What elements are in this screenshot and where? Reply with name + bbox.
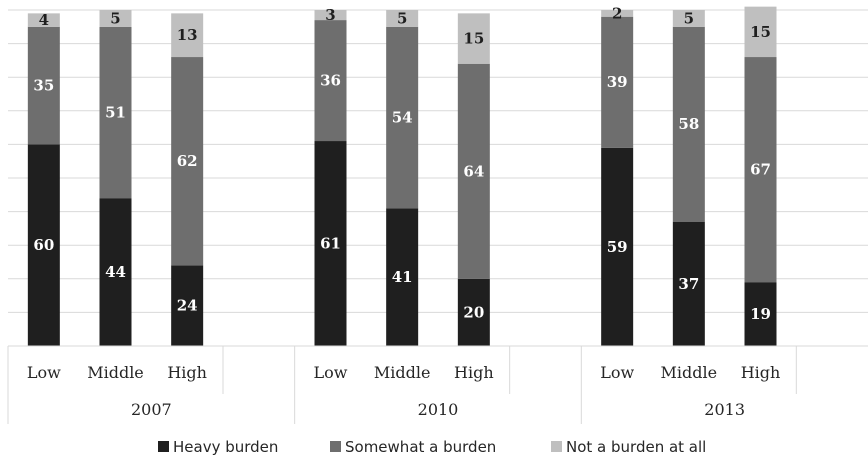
data-label: 61 bbox=[320, 235, 341, 253]
bar-segment bbox=[27, 26, 60, 145]
group-label: 2007 bbox=[131, 400, 172, 419]
data-label: 62 bbox=[177, 152, 198, 170]
data-label: 36 bbox=[320, 72, 341, 90]
bar-segment bbox=[171, 265, 204, 346]
bar-segment bbox=[386, 208, 419, 346]
legend-label: Somewhat a burden bbox=[345, 438, 496, 456]
category-label: Middle bbox=[87, 363, 144, 382]
data-label: 5 bbox=[684, 9, 694, 27]
category-label: High bbox=[167, 363, 207, 382]
bar-segment bbox=[314, 10, 347, 21]
data-label: 15 bbox=[463, 30, 484, 48]
bar-segment bbox=[171, 57, 204, 266]
category-axis: Low Middle High 2007 Low Middle High 2010 Low Mid… bbox=[7, 345, 868, 424]
data-label: 13 bbox=[177, 26, 198, 44]
bar-segment bbox=[744, 57, 777, 283]
legend-swatch bbox=[158, 441, 169, 452]
data-label: 37 bbox=[678, 275, 699, 293]
bar-segment bbox=[314, 141, 347, 346]
data-label: 64 bbox=[463, 162, 484, 180]
data-label: 51 bbox=[105, 103, 126, 121]
category-label: Low bbox=[314, 363, 348, 382]
data-label: 67 bbox=[750, 161, 771, 179]
bar-segment bbox=[744, 282, 777, 346]
group-label: 2010 bbox=[418, 400, 459, 419]
data-label: 5 bbox=[397, 9, 407, 27]
bar-segment bbox=[27, 13, 60, 27]
legend-swatch bbox=[551, 441, 562, 452]
bar-segment bbox=[457, 13, 490, 64]
legend-label: Heavy burden bbox=[173, 438, 278, 456]
bar-segment bbox=[672, 10, 705, 27]
data-label: 3 bbox=[325, 6, 335, 24]
data-label: 15 bbox=[750, 23, 771, 41]
data-label: 54 bbox=[392, 109, 413, 127]
data-label: 20 bbox=[463, 303, 484, 321]
bar-segment bbox=[601, 147, 634, 346]
category-label: Middle bbox=[374, 363, 431, 382]
bars: 6035444515246213613634154520641559392375… bbox=[27, 4, 777, 346]
bar-segment bbox=[601, 10, 634, 17]
data-label: 41 bbox=[392, 268, 413, 286]
data-label: 35 bbox=[33, 77, 54, 95]
group-label: 2013 bbox=[704, 400, 745, 419]
data-label: 60 bbox=[33, 236, 54, 254]
data-label: 39 bbox=[607, 73, 628, 91]
bar-segment bbox=[672, 26, 705, 222]
gridlines bbox=[8, 9, 868, 347]
data-label: 44 bbox=[105, 263, 126, 281]
bar-segment bbox=[386, 26, 419, 209]
data-label: 5 bbox=[110, 9, 120, 27]
legend: Heavy burden Somewhat a burden Not a burde… bbox=[158, 438, 706, 456]
legend-label: Not a burden at all bbox=[566, 438, 706, 456]
bar-segment bbox=[27, 144, 60, 346]
bar-segment bbox=[171, 13, 204, 58]
category-label: Low bbox=[600, 363, 634, 382]
data-label: 59 bbox=[607, 238, 628, 256]
bar-segment bbox=[99, 198, 132, 346]
bar-segment bbox=[744, 6, 777, 58]
bar-segment bbox=[314, 20, 347, 142]
data-label: 4 bbox=[39, 11, 49, 29]
bar-segment bbox=[457, 63, 490, 279]
bar-segment bbox=[601, 16, 634, 148]
data-label: 58 bbox=[678, 115, 699, 133]
bar-segment bbox=[457, 278, 490, 346]
data-label: 2 bbox=[612, 4, 622, 22]
bar-segment bbox=[99, 26, 132, 199]
bar-segment bbox=[672, 221, 705, 346]
legend-swatch bbox=[330, 441, 341, 452]
bar-segment bbox=[99, 10, 132, 27]
data-label: 24 bbox=[177, 297, 198, 315]
category-label: Low bbox=[27, 363, 61, 382]
category-label: High bbox=[454, 363, 494, 382]
category-label: Middle bbox=[661, 363, 718, 382]
data-label: 19 bbox=[750, 305, 771, 323]
category-label: High bbox=[741, 363, 781, 382]
bar-segment bbox=[386, 10, 419, 27]
